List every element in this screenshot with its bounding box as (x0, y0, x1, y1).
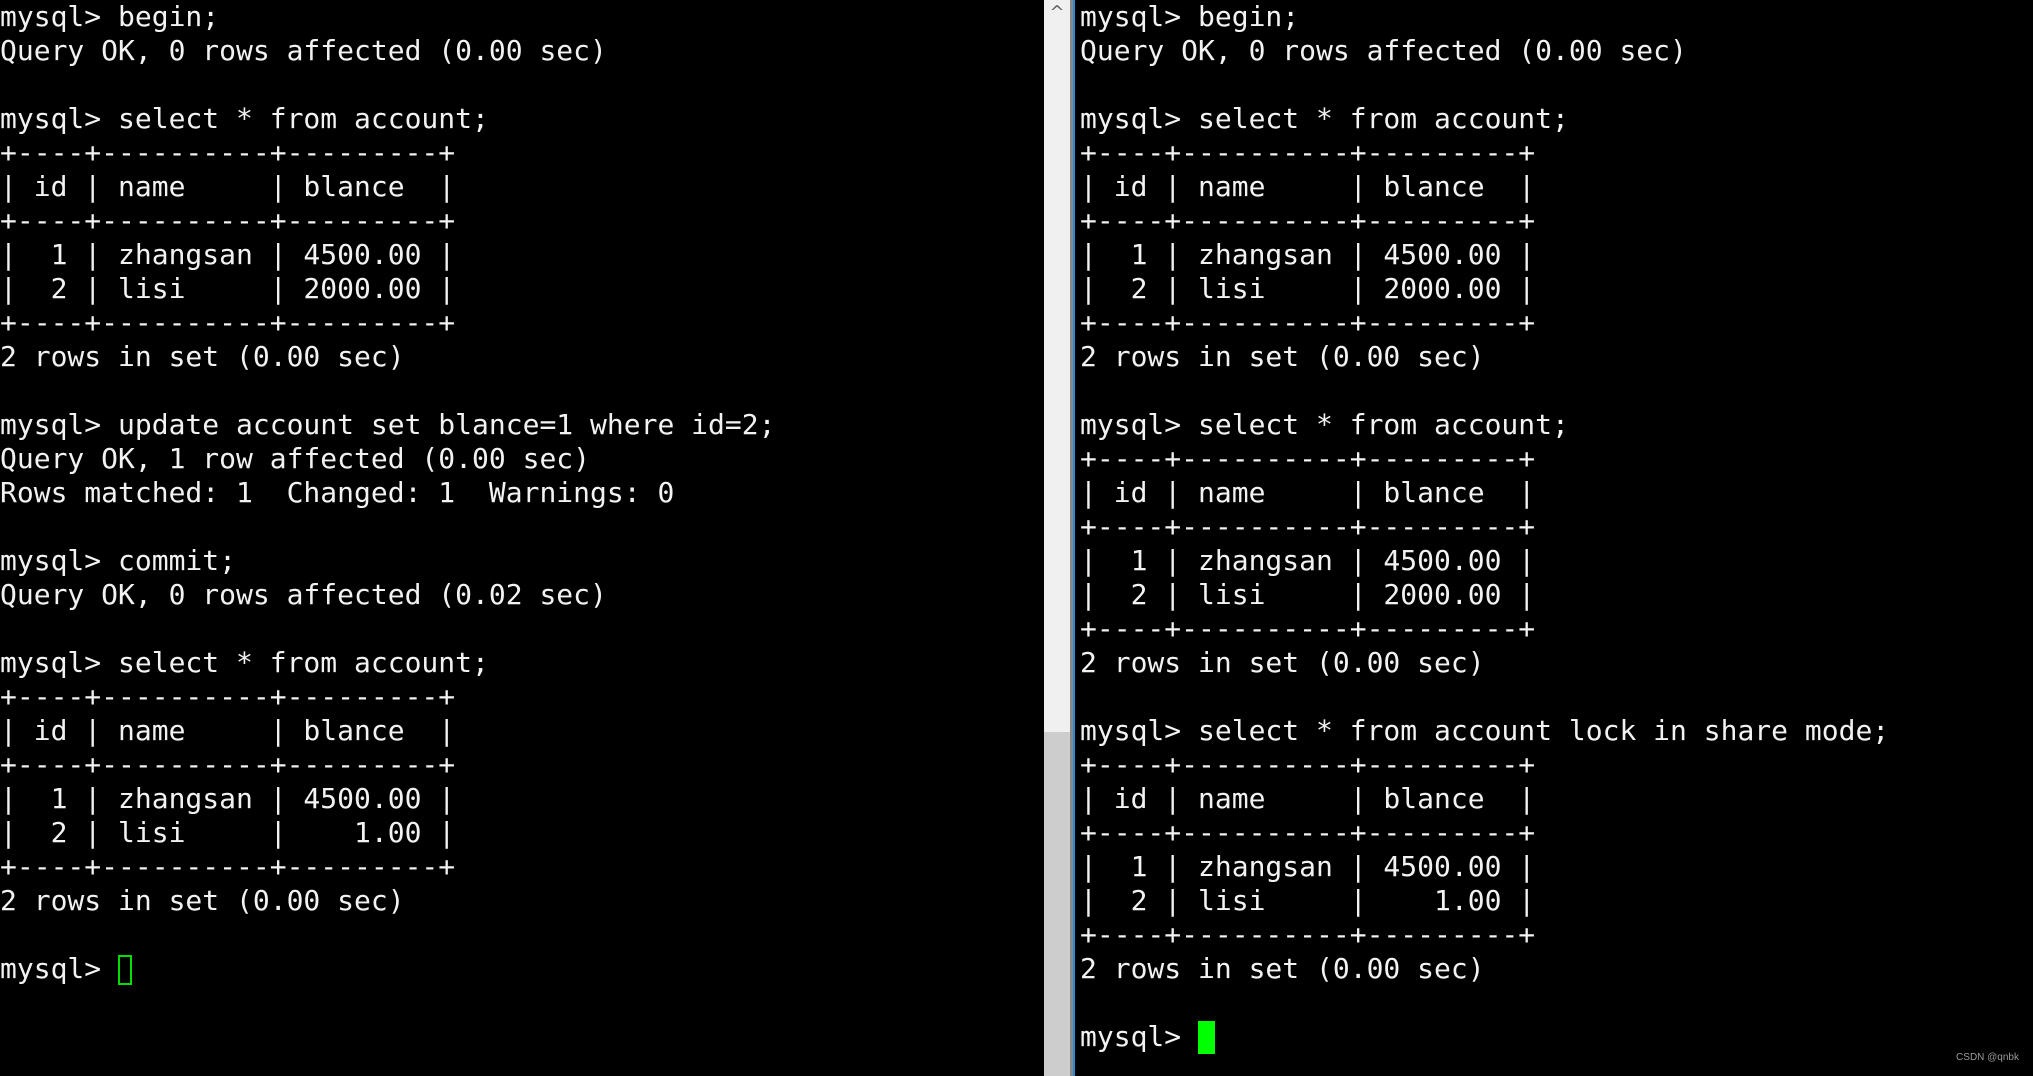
scrollbar-thumb[interactable] (1044, 732, 1070, 1076)
terminal-line: +----+----------+---------+ (0, 204, 456, 237)
right-terminal-output: mysql> begin; Query OK, 0 rows affected (… (1080, 0, 2033, 1020)
terminal-line: mysql> select * from account; (1080, 408, 1569, 441)
prompt: mysql> (0, 952, 119, 985)
chevron-up-icon[interactable]: ^ (1049, 2, 1065, 23)
right-prompt-line[interactable]: mysql> (1080, 1020, 2033, 1054)
pane-divider[interactable] (1070, 0, 1073, 1076)
terminal-line: | 1 | zhangsan | 4500.00 | (1080, 850, 1536, 883)
terminal-line: +----+----------+---------+ (0, 680, 456, 713)
terminal-line: Query OK, 1 row affected (0.00 sec) (0, 442, 591, 475)
terminal-line: +----+----------+---------+ (1080, 612, 1536, 645)
left-terminal-pane[interactable]: mysql> begin; Query OK, 0 rows affected (… (0, 0, 1044, 1076)
left-terminal-output: mysql> begin; Query OK, 0 rows affected (… (0, 0, 1044, 952)
terminal-line: 2 rows in set (0.00 sec) (0, 340, 405, 373)
terminal-line: | id | name | blance | (0, 714, 456, 747)
watermark: CSDN @qnbk (1956, 1052, 2019, 1063)
terminal-line: mysql> select * from account lock in sha… (1080, 714, 1890, 747)
terminal-line: +----+----------+---------+ (1080, 136, 1536, 169)
terminal-line: | 1 | zhangsan | 4500.00 | (0, 782, 456, 815)
cursor-block (1198, 1021, 1216, 1054)
cursor-hollow (118, 955, 133, 985)
terminal-line: mysql> select * from account; (0, 646, 489, 679)
terminal-line (0, 918, 1044, 952)
terminal-line: | 2 | lisi | 1.00 | (1080, 884, 1536, 917)
terminal-line (0, 68, 1044, 102)
terminal-line: | 2 | lisi | 2000.00 | (0, 272, 456, 305)
terminal-line: Query OK, 0 rows affected (0.00 sec) (0, 34, 607, 67)
pane-focus-border (1073, 0, 1075, 1076)
terminal-line: mysql> select * from account; (1080, 102, 1569, 135)
terminal-line: +----+----------+---------+ (1080, 918, 1536, 951)
terminal-line: | 2 | lisi | 2000.00 | (1080, 272, 1536, 305)
terminal-line: | 2 | lisi | 1.00 | (0, 816, 456, 849)
terminal-line: +----+----------+---------+ (1080, 442, 1536, 475)
terminal-line: mysql> update account set blance=1 where… (0, 408, 776, 441)
terminal-line: +----+----------+---------+ (1080, 748, 1536, 781)
terminal-line: +----+----------+---------+ (1080, 816, 1536, 849)
terminal-line: mysql> commit; (0, 544, 237, 577)
terminal-line (1080, 68, 2033, 102)
right-terminal-pane[interactable]: mysql> begin; Query OK, 0 rows affected (… (1080, 0, 2033, 1076)
scrollbar[interactable]: ^ (1044, 0, 1070, 1076)
terminal-line (0, 510, 1044, 544)
terminal-line: mysql> begin; (1080, 0, 1300, 33)
terminal-line (0, 612, 1044, 646)
terminal-line: | id | name | blance | (1080, 170, 1536, 203)
terminal-line: +----+----------+---------+ (0, 136, 456, 169)
terminal-line: | 2 | lisi | 2000.00 | (1080, 578, 1536, 611)
left-prompt-line[interactable]: mysql> (0, 952, 1044, 986)
prompt: mysql> (1080, 1020, 1199, 1053)
terminal-line: Rows matched: 1 Changed: 1 Warnings: 0 (0, 476, 675, 509)
terminal-line: +----+----------+---------+ (1080, 204, 1536, 237)
terminal-line: | id | name | blance | (0, 170, 456, 203)
terminal-line: mysql> begin; (0, 0, 220, 33)
terminal-line: +----+----------+---------+ (0, 850, 456, 883)
terminal-line: | 1 | zhangsan | 4500.00 | (1080, 544, 1536, 577)
terminal-line: 2 rows in set (0.00 sec) (1080, 646, 1485, 679)
terminal-line: +----+----------+---------+ (1080, 510, 1536, 543)
terminal-line: 2 rows in set (0.00 sec) (0, 884, 405, 917)
terminal-line: 2 rows in set (0.00 sec) (1080, 952, 1485, 985)
terminal-line (1080, 680, 2033, 714)
terminal-line: mysql> select * from account; (0, 102, 489, 135)
terminal-line: +----+----------+---------+ (0, 748, 456, 781)
terminal-line: +----+----------+---------+ (0, 306, 456, 339)
terminal-line: | 1 | zhangsan | 4500.00 | (1080, 238, 1536, 271)
terminal-line: +----+----------+---------+ (1080, 306, 1536, 339)
terminal-line: Query OK, 0 rows affected (0.00 sec) (1080, 34, 1687, 67)
terminal-line: | id | name | blance | (1080, 782, 1536, 815)
terminal-line (0, 374, 1044, 408)
terminal-line (1080, 374, 2033, 408)
terminal-line: | 1 | zhangsan | 4500.00 | (0, 238, 456, 271)
terminal-line (1080, 986, 2033, 1020)
terminal-line: 2 rows in set (0.00 sec) (1080, 340, 1485, 373)
terminal-line: Query OK, 0 rows affected (0.02 sec) (0, 578, 607, 611)
terminal-line: | id | name | blance | (1080, 476, 1536, 509)
